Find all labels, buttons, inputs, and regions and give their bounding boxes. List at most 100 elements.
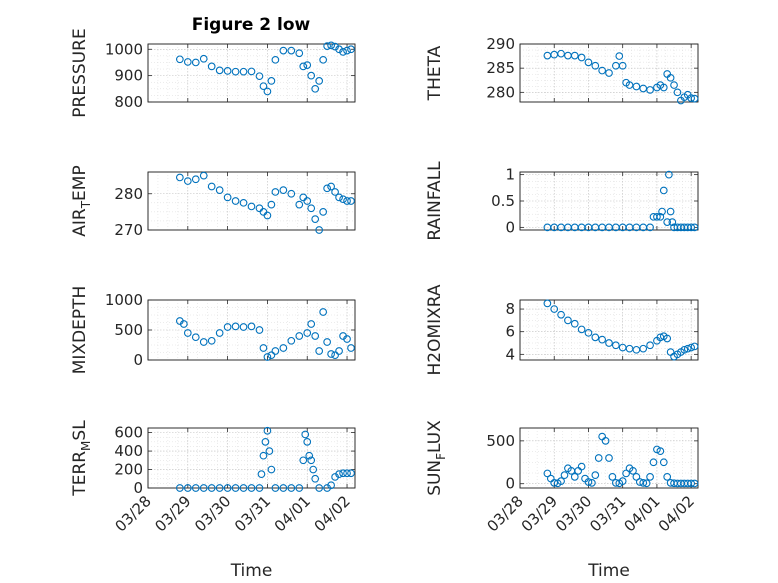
data-point [265,447,274,455]
data-point [263,87,272,96]
data-point [690,479,699,488]
data-point [663,218,672,226]
data-point [656,447,665,455]
data-series [175,426,355,492]
data-point [307,204,316,213]
x-tick-label: 03/30 [191,492,234,535]
data-point [239,323,248,331]
data-point [659,186,668,195]
y-tick-label: 1000 [105,291,143,309]
figure-title: Figure 2 low [192,15,311,35]
data-point [550,479,559,487]
data-point [659,458,668,467]
data-series [175,308,355,361]
data-point [267,77,276,85]
y-tick-label: 900 [114,67,143,85]
data-point [287,46,296,55]
data-point [223,193,232,202]
data-point [666,207,675,216]
data-point [601,437,610,445]
data-point [279,344,288,352]
plot-area [147,427,356,489]
data-point [687,343,696,352]
x-tick-label: 03/29 [151,492,194,535]
data-point [315,347,324,355]
data-point [301,430,310,439]
data-point [618,477,627,485]
data-point [183,58,192,66]
data-point [594,454,603,462]
data-point [615,52,624,60]
data-point [223,67,232,75]
data-point [335,347,343,355]
data-point [271,188,280,196]
data-point [247,322,256,331]
data-point [632,473,641,481]
data-point [323,184,331,193]
data-point [267,351,276,360]
data-point [632,82,641,91]
data-point [622,469,630,478]
data-point [564,316,572,325]
data-point [215,66,224,75]
data-point [259,82,268,91]
data-point [570,473,579,481]
y-axis-label: TERRMSL [70,420,93,497]
data-point [199,54,208,63]
data-point [263,211,272,220]
data-point [584,328,593,337]
y-axis-label: PRESSURE [70,28,90,117]
data-point [335,470,343,479]
data-point [307,71,316,80]
data-point [207,484,216,492]
data-point [303,197,312,205]
y-tick-label: 0 [133,479,143,497]
data-point [670,81,678,89]
data-point [259,344,268,352]
y-tick-label: 0 [505,475,515,493]
data-point [591,61,600,70]
x-tick-label: 03/31 [586,492,629,535]
data-point [690,94,699,103]
data-point [331,42,339,51]
data-point [191,58,200,67]
data-point [271,484,280,492]
data-point [690,342,699,351]
data-point [175,484,184,492]
data-point [215,186,224,194]
data-point [339,48,347,56]
data-point [207,336,216,345]
data-point [287,189,296,198]
axes-frame [147,427,356,489]
data-point [311,215,320,223]
data-point [247,484,256,492]
data-series [175,171,355,234]
data-point [331,188,339,196]
data-point [239,484,248,492]
x-tick-label: 04/02 [655,492,698,535]
data-point [584,478,593,486]
y-tick-label: 600 [114,424,143,442]
data-point [642,479,651,488]
y-tick-label: 270 [114,221,143,239]
data-point [680,345,689,354]
data-point [335,193,343,202]
data-point [584,58,593,67]
y-tick-label: 285 [486,59,515,77]
data-point [608,473,617,481]
data-point [191,333,200,342]
data-point [570,319,579,328]
data-point [263,353,272,361]
data-point [663,473,672,481]
data-point [183,177,192,185]
data-point [295,49,304,58]
data-series [543,432,699,488]
y-axis-label: AIRTEMP [70,165,93,236]
data-point [255,326,264,334]
axes-frame [147,43,356,103]
data-point [327,41,335,50]
subplot-6: 4 6 8 H2OMIXRA [425,284,699,376]
y-tick-label: 0 [133,351,143,369]
data-point [257,470,266,479]
